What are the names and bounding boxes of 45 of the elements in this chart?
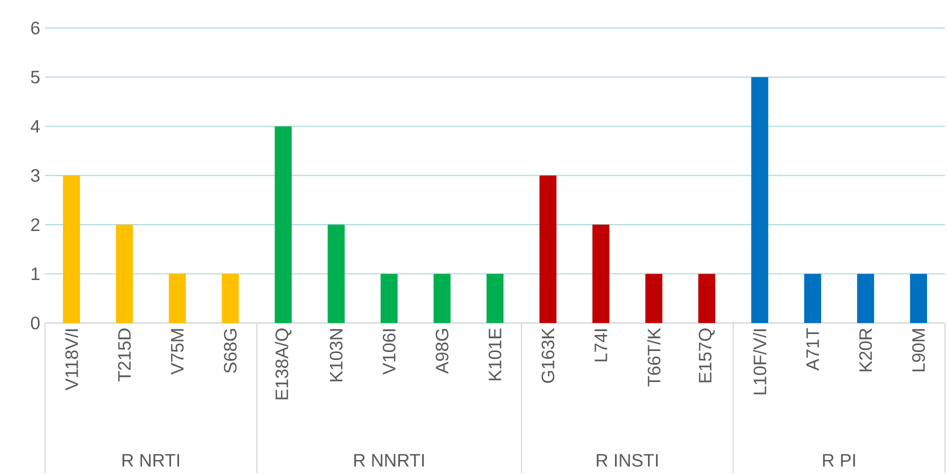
x-tick-label: V75M (171, 329, 184, 375)
bar (168, 274, 186, 324)
text: R PI (823, 454, 855, 467)
bar (592, 224, 610, 324)
x-tick-label: S68G (224, 329, 237, 374)
text: R NNRTI (354, 454, 424, 467)
x-tick-label: T215D (118, 328, 131, 382)
bar (116, 224, 133, 324)
bar (380, 274, 398, 324)
x-tick-label: K20R (859, 328, 872, 372)
bar (62, 176, 80, 324)
bar (486, 274, 504, 324)
x-tick-label: V118V/I (64, 330, 78, 391)
bar (857, 274, 874, 324)
x-tick-label: A98G (436, 329, 448, 374)
bar (274, 126, 292, 324)
x-tick-label: G163K (542, 328, 554, 384)
y-tick-label: 5 (30, 71, 40, 84)
bar (434, 274, 451, 324)
y-tick-label: 2 (31, 218, 40, 232)
y-tick-label: 6 (31, 22, 40, 35)
text: R NRTI (122, 454, 180, 467)
bar (328, 224, 345, 324)
bar (645, 274, 662, 324)
x-tick-label: K101E (488, 328, 502, 380)
text: R INSTI (596, 454, 658, 467)
y-tick-label: 3 (30, 169, 40, 182)
bar (698, 274, 716, 324)
x-tick-label: L74I (594, 330, 608, 362)
x-tick-label: K103N (330, 329, 343, 382)
y-tick-label: 1 (32, 268, 40, 280)
y-tick-label: 0 (30, 316, 40, 330)
bar (751, 77, 768, 324)
bar (222, 274, 239, 324)
bar (804, 274, 822, 324)
x-tick-label: A71T (806, 328, 819, 371)
x-tick-label: L90M (912, 329, 925, 372)
bar (910, 274, 928, 324)
bar (539, 176, 556, 324)
x-tick-label: E138A/Q (275, 328, 292, 400)
x-tick-label: V106I (382, 330, 396, 375)
y-tick-label: 4 (30, 120, 40, 133)
x-tick-label: T66T/K (647, 328, 660, 387)
x-tick-label: E157Q (698, 328, 715, 382)
x-tick-label: L10F/V/I (753, 330, 766, 394)
